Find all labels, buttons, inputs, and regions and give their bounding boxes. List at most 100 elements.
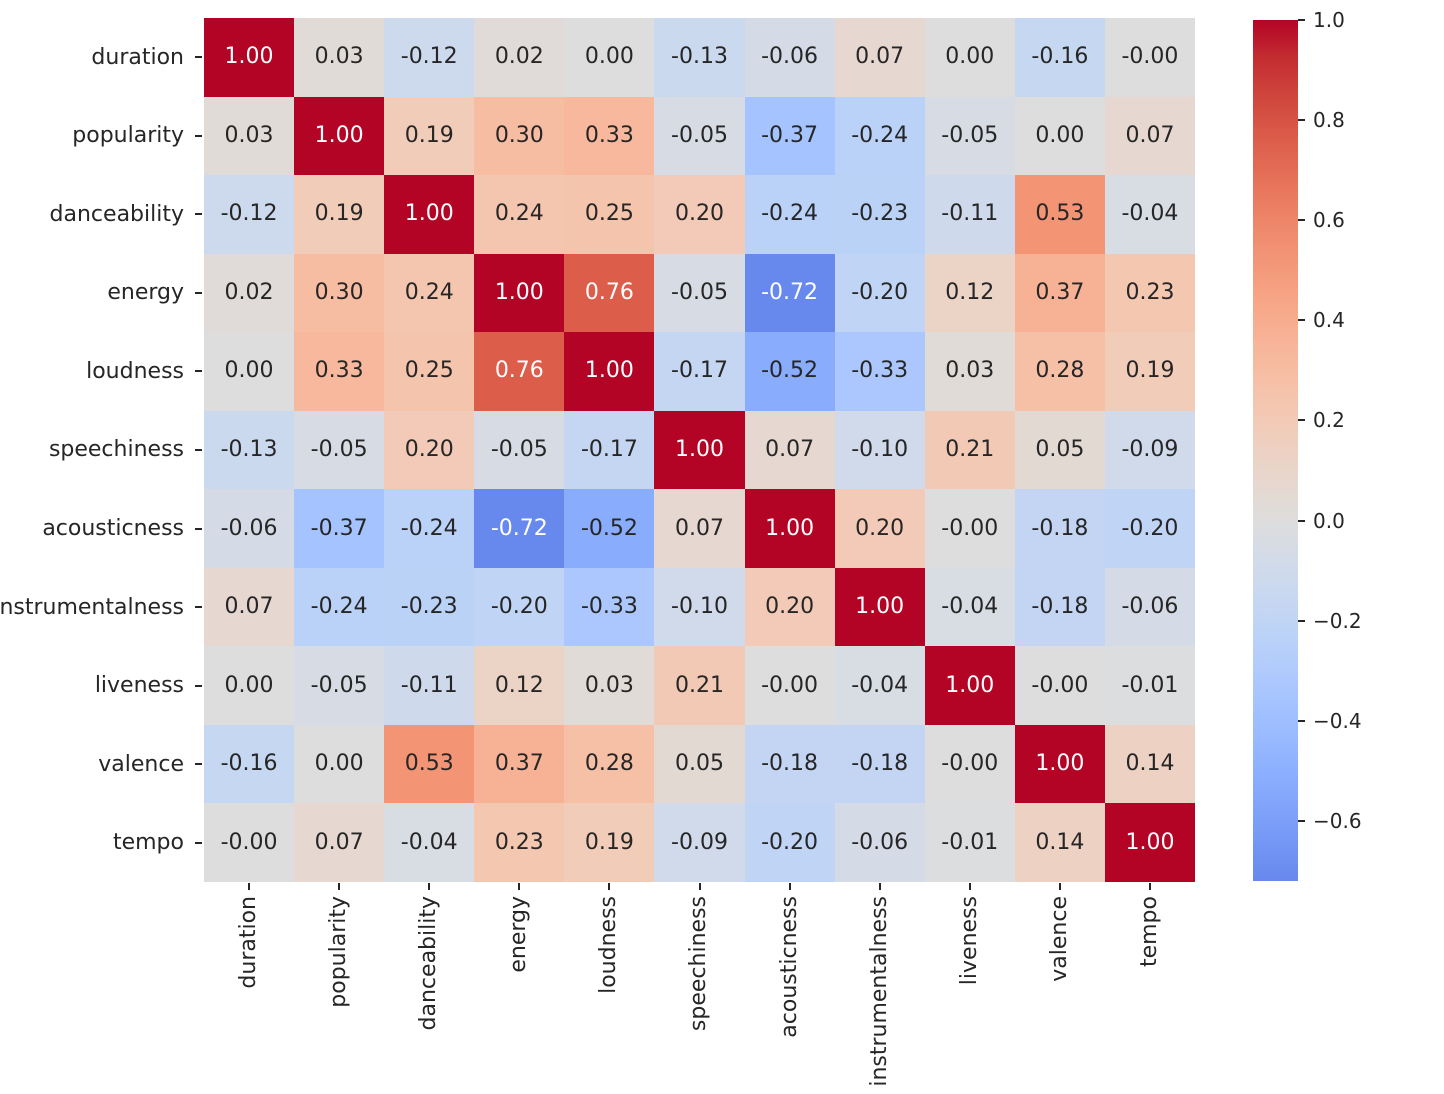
heatmap-cell-valence-instrumentalness: -0.18: [834, 724, 925, 804]
x-tick-label-valence: valence: [1046, 896, 1072, 982]
heatmap-cell-energy-liveness: 0.12: [924, 253, 1015, 333]
heatmap-cell-speechiness-instrumentalness: -0.10: [834, 410, 925, 490]
y-tick-mark: [195, 763, 202, 766]
heatmap-cell-energy-tempo: 0.23: [1104, 253, 1195, 333]
x-tick-mark: [788, 883, 791, 890]
heatmap-cell-tempo-acousticness: -0.20: [744, 803, 835, 882]
x-tick-label-liveness: liveness: [956, 896, 982, 986]
x-tick-label-loudness: loudness: [596, 896, 622, 994]
heatmap-cell-instrumentalness-danceability: -0.23: [384, 567, 475, 647]
heatmap-cell-popularity-liveness: -0.05: [924, 96, 1015, 176]
heatmap-cell-loudness-energy: 0.76: [474, 332, 565, 411]
heatmap-cell-acousticness-liveness: -0.00: [924, 489, 1015, 568]
heatmap-cell-valence-duration: -0.16: [204, 724, 295, 804]
heatmap-cell-energy-acousticness: -0.72: [744, 253, 835, 333]
heatmap-cell-speechiness-valence: 0.05: [1014, 410, 1105, 490]
heatmap-cell-tempo-loudness: 0.19: [564, 803, 655, 882]
x-tick-label-tempo: tempo: [1136, 896, 1162, 968]
heatmap-cell-liveness-popularity: -0.05: [294, 646, 385, 725]
y-tick-mark: [195, 684, 202, 687]
heatmap-cell-speechiness-loudness: -0.17: [564, 410, 655, 490]
colorbar-tick-label: −0.4: [1313, 708, 1362, 733]
y-tick-mark: [195, 841, 202, 844]
heatmap-cell-liveness-speechiness: 0.21: [654, 646, 745, 725]
heatmap-cell-acousticness-danceability: -0.24: [384, 489, 475, 568]
heatmap-cell-acousticness-tempo: -0.20: [1104, 489, 1195, 568]
x-tick-mark: [608, 883, 611, 890]
heatmap-cell-energy-duration: 0.02: [204, 253, 295, 333]
x-tick-mark: [878, 883, 881, 890]
heatmap-cell-acousticness-speechiness: 0.07: [654, 489, 745, 568]
heatmap-cell-loudness-liveness: 0.03: [924, 332, 1015, 411]
y-tick-label-popularity: popularity: [72, 123, 184, 149]
heatmap-cell-duration-duration: 1.00: [204, 18, 295, 97]
heatmap-cell-duration-loudness: 0.00: [564, 18, 655, 97]
heatmap-cell-duration-speechiness: -0.13: [654, 18, 745, 97]
colorbar-tick-label: −0.2: [1313, 608, 1362, 633]
heatmap-cell-valence-tempo: 0.14: [1104, 724, 1195, 804]
x-tick-mark: [968, 883, 971, 890]
heatmap-cell-instrumentalness-popularity: -0.24: [294, 567, 385, 647]
heatmap-cell-duration-acousticness: -0.06: [744, 18, 835, 97]
colorbar-tick-mark: [1298, 19, 1305, 21]
x-tick-label-speechiness: speechiness: [686, 896, 712, 1032]
heatmap-cell-valence-acousticness: -0.18: [744, 724, 835, 804]
heatmap-cell-liveness-valence: -0.00: [1014, 646, 1105, 725]
heatmap-cell-loudness-popularity: 0.33: [294, 332, 385, 411]
heatmap-cell-danceability-energy: 0.24: [474, 175, 565, 254]
x-tick-mark: [1058, 883, 1061, 890]
x-tick-label-danceability: danceability: [416, 896, 442, 1031]
colorbar-tick-label: 0.8: [1313, 108, 1345, 133]
y-tick-label-energy: energy: [107, 280, 184, 306]
heatmap-cell-danceability-valence: 0.53: [1014, 175, 1105, 254]
heatmap-cell-popularity-tempo: 0.07: [1104, 96, 1195, 176]
colorbar-tick-mark: [1298, 519, 1305, 522]
x-tick-mark: [1148, 883, 1151, 890]
heatmap-cell-speechiness-tempo: -0.09: [1104, 410, 1195, 490]
heatmap-cell-energy-instrumentalness: -0.20: [834, 253, 925, 333]
heatmap-cell-loudness-loudness: 1.00: [564, 332, 655, 411]
y-tick-label-liveness: liveness: [94, 673, 184, 699]
heatmap-cell-tempo-liveness: -0.01: [924, 803, 1015, 882]
y-tick-mark: [195, 213, 202, 216]
colorbar-tick-mark: [1298, 119, 1305, 122]
heatmap-cell-duration-energy: 0.02: [474, 18, 565, 97]
y-tick-mark: [195, 527, 202, 530]
colorbar-tick-label: 0.2: [1313, 408, 1345, 433]
heatmap-cell-liveness-energy: 0.12: [474, 646, 565, 725]
x-tick-label-popularity: popularity: [326, 896, 352, 1008]
heatmap-cell-liveness-liveness: 1.00: [924, 646, 1015, 725]
heatmap-cell-loudness-speechiness: -0.17: [654, 332, 745, 411]
y-tick-mark: [195, 134, 202, 137]
heatmap-cell-valence-liveness: -0.00: [924, 724, 1015, 804]
colorbar-tick-label: 0.0: [1313, 508, 1345, 533]
heatmap-cell-danceability-loudness: 0.25: [564, 175, 655, 254]
heatmap-cell-popularity-acousticness: -0.37: [744, 96, 835, 176]
heatmap-cell-loudness-valence: 0.28: [1014, 332, 1105, 411]
y-tick-label-loudness: loudness: [86, 358, 184, 384]
x-tick-mark: [248, 883, 251, 890]
y-tick-label-tempo: tempo: [112, 830, 184, 856]
heatmap-cell-tempo-popularity: 0.07: [294, 803, 385, 882]
heatmap-cell-acousticness-duration: -0.06: [204, 489, 295, 568]
heatmap-cell-instrumentalness-valence: -0.18: [1014, 567, 1105, 647]
y-tick-mark: [195, 449, 202, 451]
heatmap-cell-popularity-duration: 0.03: [204, 96, 295, 176]
heatmap-cell-loudness-tempo: 0.19: [1104, 332, 1195, 411]
heatmap-cell-liveness-duration: 0.00: [204, 646, 295, 725]
heatmap-cell-acousticness-energy: -0.72: [474, 489, 565, 568]
y-tick-label-valence: valence: [98, 751, 184, 777]
heatmap-cell-popularity-speechiness: -0.05: [654, 96, 745, 176]
colorbar-tick-mark: [1298, 719, 1305, 722]
heatmap-cell-tempo-energy: 0.23: [474, 803, 565, 882]
heatmap-cell-liveness-acousticness: -0.00: [744, 646, 835, 725]
heatmap-cell-energy-loudness: 0.76: [564, 253, 655, 333]
heatmap-cell-popularity-popularity: 1.00: [294, 96, 385, 176]
x-tick-mark: [338, 883, 341, 890]
heatmap-cell-danceability-tempo: -0.04: [1104, 175, 1195, 254]
heatmap-cell-duration-instrumentalness: 0.07: [834, 18, 925, 97]
heatmap-cell-valence-energy: 0.37: [474, 724, 565, 804]
heatmap-cell-speechiness-liveness: 0.21: [924, 410, 1015, 490]
heatmap-cell-valence-danceability: 0.53: [384, 724, 475, 804]
